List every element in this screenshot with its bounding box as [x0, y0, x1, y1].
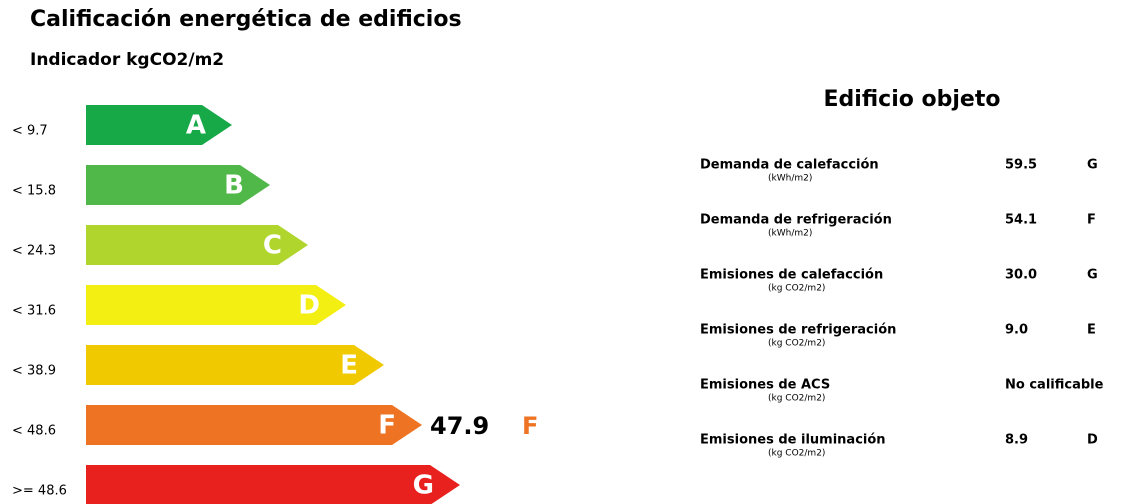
item-rating: E	[1087, 323, 1096, 338]
rating-arrow	[86, 285, 346, 325]
rating-letter: F	[378, 411, 396, 441]
item-unit: (kg CO2/m2)	[768, 394, 825, 404]
item-label: Demanda de calefacción	[700, 158, 879, 173]
rating-letter: A	[186, 111, 206, 141]
threshold-label: < 15.8	[12, 184, 56, 199]
threshold-label: < 38.9	[12, 364, 56, 379]
item-value: 9.0	[1005, 323, 1028, 338]
item-label: Emisiones de refrigeración	[700, 323, 896, 338]
item-label: Emisiones de ACS	[700, 378, 830, 393]
item-unit: (kWh/m2)	[768, 174, 812, 184]
current-value: 47.9	[430, 412, 489, 440]
rating-arrow	[86, 345, 384, 385]
current-letter: F	[522, 412, 538, 440]
rating-arrow	[86, 105, 232, 145]
item-value: 54.1	[1005, 213, 1037, 228]
title: Calificación energética de edificios	[30, 7, 462, 32]
rating-letter: B	[224, 171, 244, 201]
panel-title: Edificio objeto	[824, 87, 1001, 112]
rating-arrow	[86, 225, 308, 265]
item-rating: G	[1087, 268, 1098, 283]
item-label: Emisiones de calefacción	[700, 268, 883, 283]
threshold-label: >= 48.6	[12, 484, 67, 499]
rating-arrow	[86, 465, 460, 504]
threshold-label: < 24.3	[12, 244, 56, 259]
item-unit: (kWh/m2)	[768, 229, 812, 239]
item-value: 8.9	[1005, 433, 1028, 448]
item-value: 30.0	[1005, 268, 1037, 283]
item-unit: (kg CO2/m2)	[768, 339, 825, 349]
rating-letter: C	[263, 231, 282, 261]
rating-letter: G	[413, 471, 434, 501]
item-unit: (kg CO2/m2)	[768, 284, 825, 294]
threshold-label: < 31.6	[12, 304, 56, 319]
item-label: Emisiones de iluminación	[700, 433, 886, 448]
item-value: 59.5	[1005, 158, 1037, 173]
item-rating: D	[1087, 433, 1098, 448]
item-rating: G	[1087, 158, 1098, 173]
item-unit: (kg CO2/m2)	[768, 449, 825, 459]
item-value: No calificable	[1005, 378, 1104, 393]
rating-letter: D	[298, 291, 320, 321]
threshold-label: < 9.7	[12, 124, 48, 139]
rating-arrow	[86, 405, 422, 445]
rating-letter: E	[340, 351, 358, 381]
item-label: Demanda de refrigeración	[700, 213, 892, 228]
subtitle: Indicador kgCO2/m2	[30, 50, 224, 70]
threshold-label: < 48.6	[12, 424, 56, 439]
rating-arrow	[86, 165, 270, 205]
item-rating: F	[1087, 213, 1096, 228]
